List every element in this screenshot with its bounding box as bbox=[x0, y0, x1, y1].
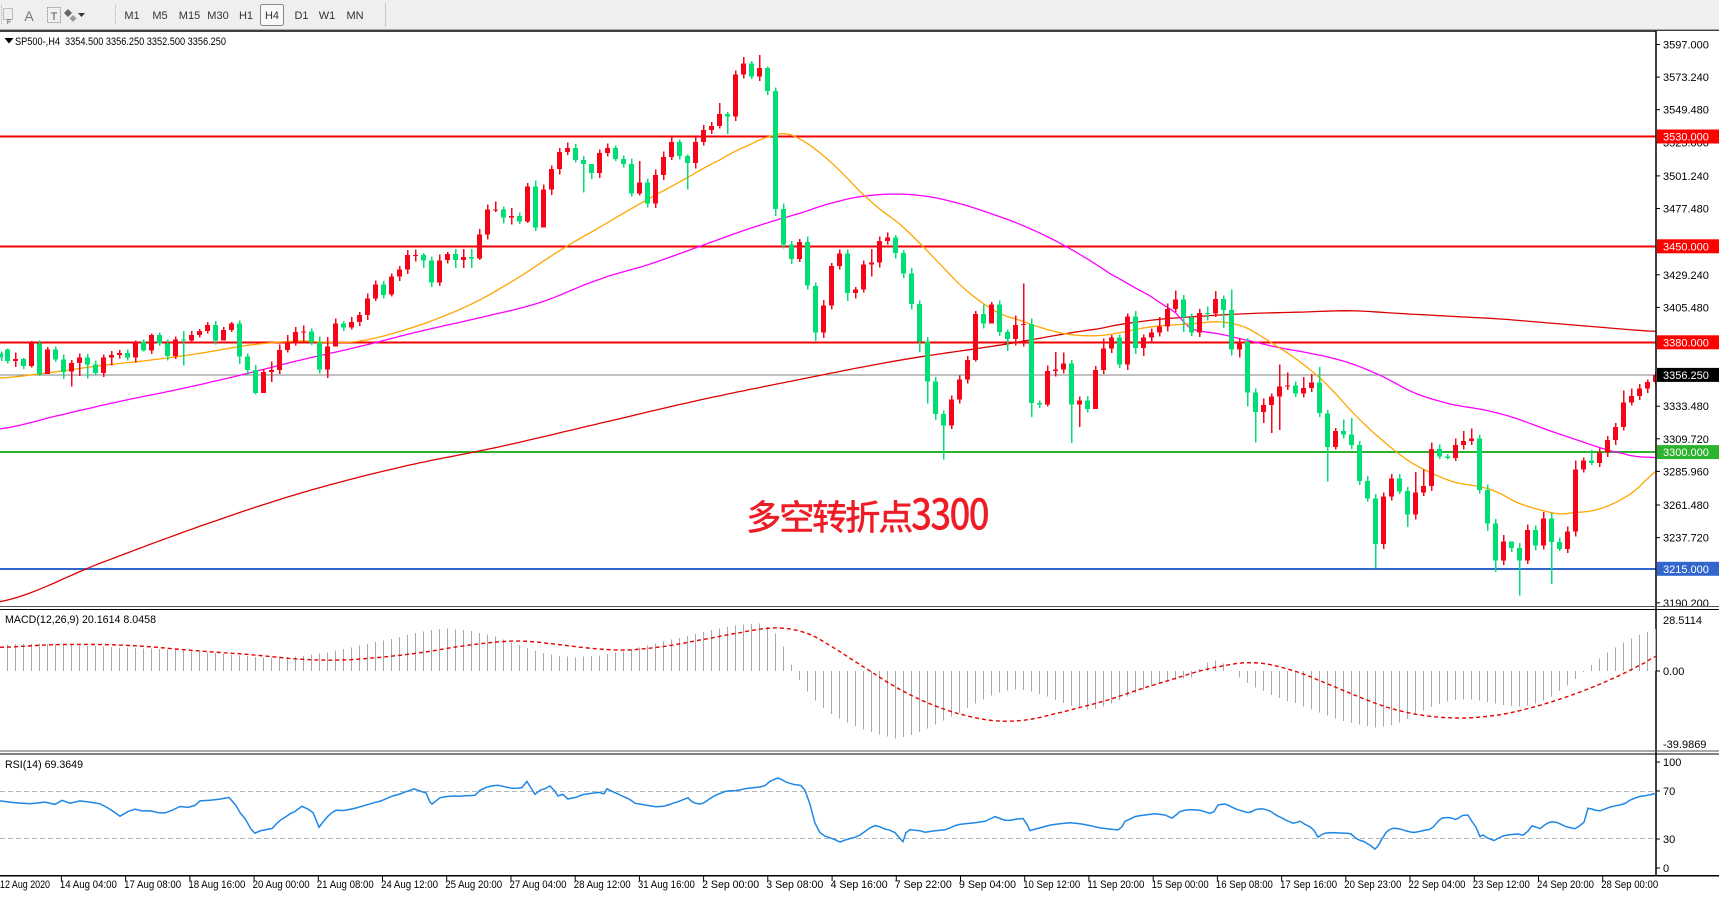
svg-text:H1: H1 bbox=[239, 10, 253, 22]
svg-text:22 Sep 04:00: 22 Sep 04:00 bbox=[1409, 879, 1466, 891]
svg-text:3549.480: 3549.480 bbox=[1663, 105, 1709, 117]
svg-text:F: F bbox=[7, 19, 11, 26]
svg-text:0.00: 0.00 bbox=[1663, 666, 1684, 678]
svg-text:2 Sep 00:00: 2 Sep 00:00 bbox=[702, 879, 759, 891]
svg-text:3597.000: 3597.000 bbox=[1663, 40, 1709, 52]
svg-text:30: 30 bbox=[1663, 834, 1675, 846]
svg-text:18 Aug 16:00: 18 Aug 16:00 bbox=[188, 879, 245, 891]
svg-text:14 Aug 04:00: 14 Aug 04:00 bbox=[60, 879, 117, 891]
svg-text:20 Aug 00:00: 20 Aug 00:00 bbox=[253, 879, 310, 891]
svg-text:A: A bbox=[24, 8, 34, 24]
svg-text:3285.960: 3285.960 bbox=[1663, 466, 1709, 478]
svg-text:3190.200: 3190.200 bbox=[1663, 598, 1709, 610]
svg-text:3477.480: 3477.480 bbox=[1663, 204, 1709, 216]
svg-text:12 Aug 2020: 12 Aug 2020 bbox=[0, 879, 50, 891]
svg-text:100: 100 bbox=[1663, 757, 1681, 769]
svg-text:W1: W1 bbox=[319, 10, 336, 22]
svg-text:20 Sep 23:00: 20 Sep 23:00 bbox=[1344, 879, 1401, 891]
svg-text:MACD(12,26,9) 20.1614 8.0458: MACD(12,26,9) 20.1614 8.0458 bbox=[5, 614, 156, 626]
svg-text:3215.000: 3215.000 bbox=[1663, 564, 1709, 576]
svg-text:H4: H4 bbox=[265, 10, 279, 22]
svg-text:M15: M15 bbox=[179, 10, 200, 22]
svg-text:4 Sep 16:00: 4 Sep 16:00 bbox=[831, 879, 888, 891]
svg-text:27 Aug 04:00: 27 Aug 04:00 bbox=[510, 879, 567, 891]
svg-text:3309.720: 3309.720 bbox=[1663, 434, 1709, 446]
svg-text:M30: M30 bbox=[207, 10, 228, 22]
svg-text:17 Aug 08:00: 17 Aug 08:00 bbox=[124, 879, 181, 891]
svg-text:15 Sep 00:00: 15 Sep 00:00 bbox=[1152, 879, 1209, 891]
svg-text:3530.000: 3530.000 bbox=[1663, 132, 1709, 144]
svg-text:RSI(14) 69.3649: RSI(14) 69.3649 bbox=[5, 759, 83, 771]
svg-text:D1: D1 bbox=[294, 10, 308, 22]
svg-text:21 Aug 08:00: 21 Aug 08:00 bbox=[317, 879, 374, 891]
svg-text:3261.480: 3261.480 bbox=[1663, 500, 1709, 512]
svg-text:24 Aug 12:00: 24 Aug 12:00 bbox=[381, 879, 438, 891]
svg-text:3300.000: 3300.000 bbox=[1663, 447, 1709, 459]
svg-text:28 Aug 12:00: 28 Aug 12:00 bbox=[574, 879, 631, 891]
svg-text:3450.000: 3450.000 bbox=[1663, 241, 1709, 253]
svg-text:23 Sep 12:00: 23 Sep 12:00 bbox=[1473, 879, 1530, 891]
svg-text:3333.480: 3333.480 bbox=[1663, 401, 1709, 413]
svg-text:SP500-,H4 3354.500 3356.250 3: SP500-,H4 3354.500 3356.250 3352.500 335… bbox=[15, 36, 226, 48]
svg-text:3573.240: 3573.240 bbox=[1663, 72, 1709, 84]
svg-text:28 Sep 00:00: 28 Sep 00:00 bbox=[1601, 879, 1658, 891]
svg-text:10 Sep 12:00: 10 Sep 12:00 bbox=[1023, 879, 1080, 891]
svg-text:3429.240: 3429.240 bbox=[1663, 270, 1709, 282]
svg-text:70: 70 bbox=[1663, 786, 1675, 798]
svg-text:-39.9869: -39.9869 bbox=[1663, 739, 1706, 751]
svg-text:0: 0 bbox=[1663, 863, 1669, 875]
svg-text:9 Sep 04:00: 9 Sep 04:00 bbox=[959, 879, 1016, 891]
svg-text:31 Aug 16:00: 31 Aug 16:00 bbox=[638, 879, 695, 891]
svg-text:17 Sep 16:00: 17 Sep 16:00 bbox=[1280, 879, 1337, 891]
svg-text:24 Sep 20:00: 24 Sep 20:00 bbox=[1537, 879, 1594, 891]
svg-text:T: T bbox=[51, 11, 58, 23]
svg-text:25 Aug 20:00: 25 Aug 20:00 bbox=[445, 879, 502, 891]
svg-text:3380.000: 3380.000 bbox=[1663, 337, 1709, 349]
svg-text:16 Sep 08:00: 16 Sep 08:00 bbox=[1216, 879, 1273, 891]
svg-text:28.5114: 28.5114 bbox=[1663, 615, 1702, 627]
svg-text:3501.240: 3501.240 bbox=[1663, 171, 1709, 183]
svg-text:3 Sep 08:00: 3 Sep 08:00 bbox=[766, 879, 823, 891]
svg-text:MN: MN bbox=[346, 10, 363, 22]
svg-text:7 Sep 22:00: 7 Sep 22:00 bbox=[895, 879, 952, 891]
svg-text:3237.720: 3237.720 bbox=[1663, 533, 1709, 545]
svg-text:M1: M1 bbox=[124, 10, 139, 22]
svg-text:M5: M5 bbox=[152, 10, 167, 22]
svg-text:3405.480: 3405.480 bbox=[1663, 302, 1709, 314]
svg-text:3356.250: 3356.250 bbox=[1663, 370, 1709, 382]
svg-text:11 Sep 20:00: 11 Sep 20:00 bbox=[1087, 879, 1144, 891]
